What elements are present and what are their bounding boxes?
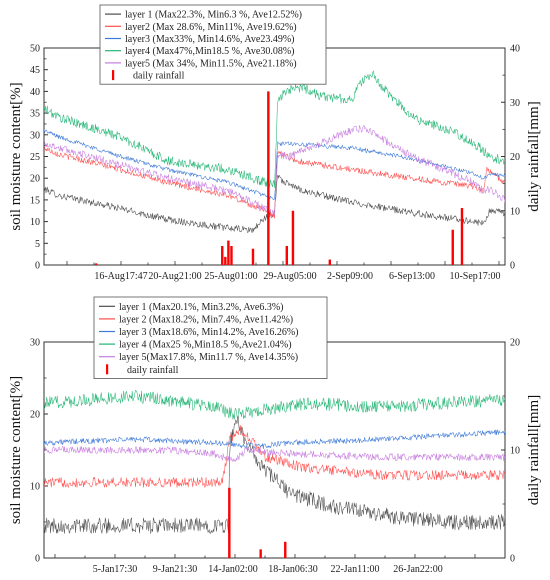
rainfall-bar <box>451 229 454 265</box>
legend-box <box>99 4 327 85</box>
series-line-layer-3 <box>44 429 505 450</box>
y2-tick-label: 40 <box>510 44 520 55</box>
legend-label-layer-3: layer 3 (Max18.6%, Min14.2%, Ave16.26%) <box>119 327 299 338</box>
y2-axis-label: daily rainfall[mm] <box>526 395 542 505</box>
y2-tick-label: 0 <box>510 554 515 565</box>
x-tick-label: 16-Aug17:47 <box>94 271 147 282</box>
y-tick-label: 25 <box>30 152 40 163</box>
rainfall-bar <box>259 549 262 558</box>
rainfall-bar <box>224 256 227 265</box>
y2-tick-label: 10 <box>510 446 520 457</box>
y-tick-label: 0 <box>35 261 40 272</box>
series-line-layer-4 <box>44 70 505 189</box>
legend: layer 1 (Max22.3%, Min6.3 %, Ave12.52%)l… <box>99 4 327 85</box>
rainfall-bar <box>285 246 288 265</box>
y-tick-label: 40 <box>30 87 40 98</box>
legend-label-layer-2: layer2 (Max 28.6%, Min11%, Ave19.62%) <box>125 22 297 33</box>
x-tick-label: 22-Jan11:00 <box>330 564 379 575</box>
series-line-layer-1 <box>44 415 505 534</box>
y-tick-label: 45 <box>30 65 40 76</box>
legend-label-layer-4: layer 4 (Max25 %,Min18.5 %,Ave21.04%) <box>119 340 292 351</box>
y-tick-label: 30 <box>30 130 40 141</box>
legend: layer 1 (Max20.1%, Min3.2%, Ave6.3%)laye… <box>93 296 328 379</box>
series-line-layer-5 <box>44 446 505 463</box>
rainfall-bar <box>460 208 464 265</box>
x-tick-label: 6-Sep13:00 <box>389 271 435 282</box>
legend-label-layer-2: layer 2 (Max18.2%, Min7.4%, Ave11.42%) <box>119 314 293 325</box>
plot-area <box>44 389 505 534</box>
y2-tick-label: 30 <box>510 98 520 109</box>
rainfall-bar <box>251 248 255 265</box>
chart-panel-bottom: 0 10 20 30 0 10 20 5-Jan17:30 9-Jan21:30 14-Jan02… <box>8 296 542 575</box>
y-tick-label: 5 <box>35 239 40 250</box>
legend-label-layer-4: layer4 (Max47%,Min18.5 %, Ave30.08%) <box>125 46 295 57</box>
y-axis-label: soil moisture content[%] <box>8 82 24 230</box>
y2-tick-label: 10 <box>510 206 520 217</box>
x-tick-label: 20-Aug21:00 <box>148 271 201 282</box>
x-tick-label: 26-Jan22:00 <box>393 564 442 575</box>
legend-label-rainfall: daily rainfall <box>133 71 185 82</box>
rainfall-bar <box>291 210 295 265</box>
rainfall-bar <box>227 240 230 265</box>
x-tick-label: 25-Aug01:00 <box>204 271 257 282</box>
rainfall-bar <box>267 91 270 266</box>
legend-label-layer-3: layer3 (Max33%, Min14.6%, Ave23.49%) <box>125 34 295 45</box>
rainfall-bar <box>284 541 287 558</box>
x-tick-label: 2-Sep09:00 <box>327 271 373 282</box>
y2-tick-label: 20 <box>510 152 520 163</box>
y2-tick-label: 20 <box>510 338 520 349</box>
chart-panel-top: 0 5 10 15 20 25 30 35 40 45 50 0 10 20 30 40 16-Aug17:47… <box>8 4 542 282</box>
legend-label-rainfall: daily rainfall <box>127 365 179 376</box>
legend-box <box>93 296 328 379</box>
y-tick-label: 20 <box>30 410 40 421</box>
y-tick-label: 30 <box>30 338 40 349</box>
rainfall-bar <box>228 487 231 558</box>
rainfall-bar <box>230 246 233 265</box>
legend-label-layer-5: layer 5(Max17.8%, Min11.7 %, Ave14.35%) <box>119 352 298 363</box>
y-tick-label: 10 <box>30 482 40 493</box>
plot-area <box>44 70 505 234</box>
x-tick-label: 18-Jan06:30 <box>268 564 317 575</box>
x-tick-label: 5-Jan17:30 <box>93 564 137 575</box>
x-tick-label: 9-Jan21:30 <box>153 564 197 575</box>
y-tick-label: 35 <box>30 109 40 120</box>
y-tick-label: 50 <box>30 44 40 55</box>
rainfall-bar <box>221 246 224 265</box>
rainfall-bar <box>95 263 98 265</box>
legend-label-layer-5: layer5 (Max 34%, Min11.5%, Ave21.18%) <box>125 58 297 69</box>
y-tick-label: 15 <box>30 195 40 206</box>
series-line-layer-2 <box>44 146 505 219</box>
y-tick-label: 0 <box>35 554 40 565</box>
y-tick-label: 20 <box>30 174 40 185</box>
legend-label-layer-1: layer 1 (Max20.1%, Min3.2%, Ave6.3%) <box>119 302 284 313</box>
legend-swatch-rainfall <box>112 70 115 81</box>
series-line-layer-2 <box>44 424 505 488</box>
x-tick-label: 29-Aug05:00 <box>263 271 316 282</box>
x-tick-label: 14-Jan02:00 <box>208 564 257 575</box>
y2-tick-label: 0 <box>510 261 515 272</box>
rainfall-bar <box>328 259 332 265</box>
legend-swatch-rainfall <box>106 364 109 375</box>
y-tick-label: 10 <box>30 217 40 228</box>
legend-label-layer-1: layer 1 (Max22.3%, Min6.3 %, Ave12.52%) <box>125 10 302 21</box>
series-line-layer-5 <box>44 124 505 217</box>
y-axis-label: soil moisture content[%] <box>8 376 24 524</box>
series-line-layer-4 <box>44 389 505 420</box>
x-tick-label: 10-Sep17:00 <box>449 271 500 282</box>
y2-axis-label: daily rainfall[mm] <box>526 101 542 211</box>
